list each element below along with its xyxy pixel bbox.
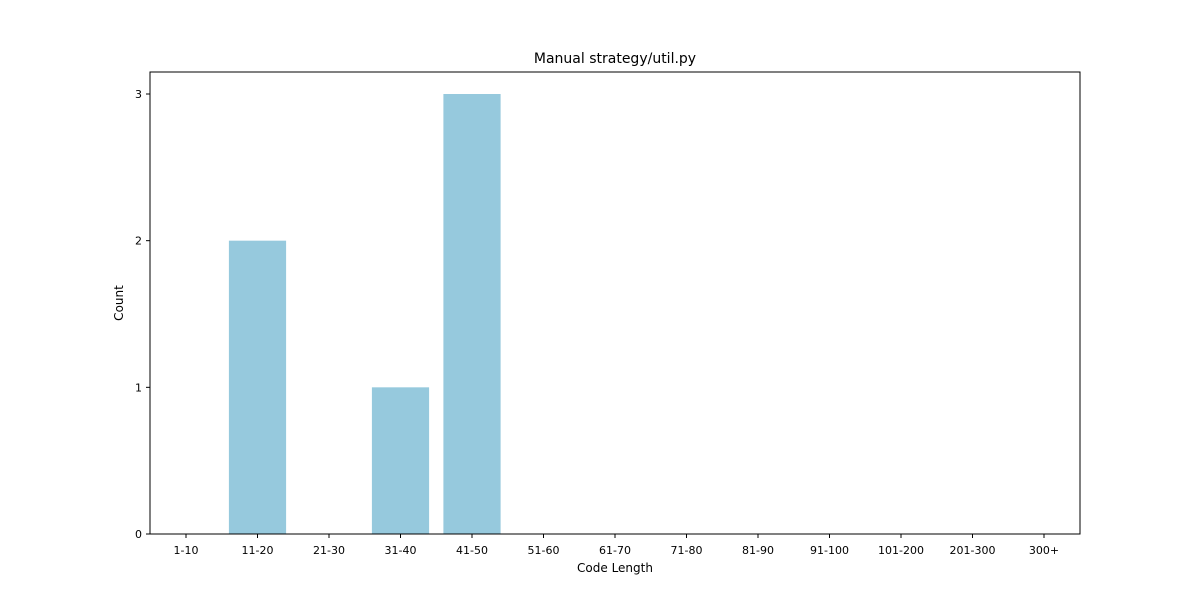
bar-41-50 (443, 94, 501, 534)
y-tick-label: 3 (135, 88, 142, 101)
x-tick-label: 81-90 (742, 544, 774, 557)
x-axis-label: Code Length (577, 561, 653, 575)
x-tick-label: 41-50 (456, 544, 488, 557)
bars-group (228, 94, 501, 535)
x-tick-label: 11-20 (242, 544, 274, 557)
bar-11-20 (228, 240, 287, 535)
x-tick-label: 101-200 (878, 544, 924, 557)
x-tick-label: 71-80 (671, 544, 703, 557)
x-tick-label: 91-100 (810, 544, 849, 557)
x-tick-label: 51-60 (528, 544, 560, 557)
y-tick-label: 1 (135, 381, 142, 394)
x-tick-label: 300+ (1029, 544, 1059, 557)
y-tick-label: 0 (135, 528, 142, 541)
chart-title: Manual strategy/util.py (534, 51, 696, 67)
x-tick-label: 61-70 (599, 544, 631, 557)
plot-frame (149, 71, 1081, 535)
y-tick-label: 2 (135, 235, 142, 248)
y-axis-label: Count (112, 285, 126, 321)
bar-31-40 (371, 387, 430, 534)
x-tick-label: 31-40 (385, 544, 417, 557)
x-tick-label: 1-10 (174, 544, 199, 557)
x-axis-ticks: 1-10 11-20 21-30 31-40 41-50 51-60 61-70 71-80 8… (174, 534, 1059, 557)
x-tick-label: 201-300 (950, 544, 996, 557)
x-tick-label: 21-30 (313, 544, 345, 557)
y-axis-ticks: 0 1 2 3 (135, 88, 150, 541)
